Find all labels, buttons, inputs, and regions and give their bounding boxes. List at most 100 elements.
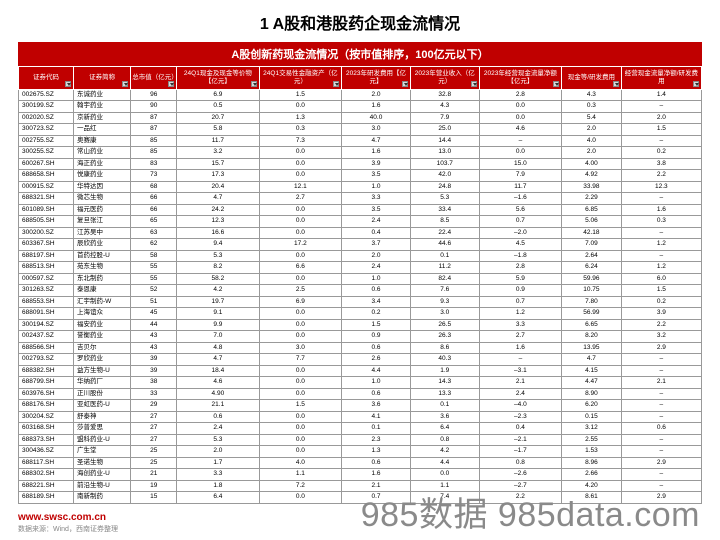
table-cell: 苑东生物 xyxy=(74,262,131,274)
table-cell: 4.7 xyxy=(177,354,260,366)
table-cell: 0.4 xyxy=(342,227,411,239)
table-cell: 0.3 xyxy=(621,216,701,228)
table-cell: 3.6 xyxy=(410,411,479,423)
table-cell: 0.0 xyxy=(479,112,562,124)
table-cell: 0.0 xyxy=(259,308,342,320)
table-cell: 1.9 xyxy=(410,365,479,377)
column-header[interactable]: 2023年经营现金流量净额【亿元】 xyxy=(479,67,562,90)
filter-dropdown-icon[interactable] xyxy=(693,81,699,87)
table-cell: 2.9 xyxy=(621,342,701,354)
table-row: 688799.SH华纳药厂384.60.01.014.32.14.472.1 xyxy=(19,377,702,389)
table-cell: 300255.SZ xyxy=(19,147,74,159)
table-cell: 4.8 xyxy=(177,342,260,354)
table-cell: 33 xyxy=(131,388,177,400)
filter-dropdown-icon[interactable] xyxy=(402,81,408,87)
table-cell: 2.64 xyxy=(562,250,622,262)
table-cell: –2.1 xyxy=(479,434,562,446)
table-cell: –2.0 xyxy=(479,227,562,239)
filter-dropdown-icon[interactable] xyxy=(613,81,619,87)
table-cell: 8.2 xyxy=(177,262,260,274)
table-cell: –2.6 xyxy=(479,469,562,481)
filter-dropdown-icon[interactable] xyxy=(122,81,128,87)
column-header[interactable]: 2023年研发费用【亿元】 xyxy=(342,67,411,90)
column-header[interactable]: 证券简称 xyxy=(74,67,131,90)
table-row: 688553.SH汇宇制药-W5119.76.93.49.30.77.800.2 xyxy=(19,296,702,308)
table-cell: 601089.SH xyxy=(19,204,74,216)
table-cell: 7.80 xyxy=(562,296,622,308)
table-cell: 1.5 xyxy=(342,319,411,331)
column-header[interactable]: 证券代码 xyxy=(19,67,74,90)
table-cell: 2.2 xyxy=(621,319,701,331)
table-cell: 1.7 xyxy=(177,457,260,469)
table-cell: – xyxy=(621,388,701,400)
filter-dropdown-icon[interactable] xyxy=(471,81,477,87)
table-cell: 4.47 xyxy=(562,377,622,389)
table-cell: – xyxy=(621,446,701,458)
table-cell: 16.6 xyxy=(177,227,260,239)
column-header[interactable]: 总市值（亿元） xyxy=(131,67,177,90)
table-cell: 0.0 xyxy=(259,204,342,216)
table-cell: 5.9 xyxy=(479,273,562,285)
table-cell: 1.3 xyxy=(342,446,411,458)
table-row: 000597.SZ东北制药5558.20.01.082.45.959.966.0 xyxy=(19,273,702,285)
filter-dropdown-icon[interactable] xyxy=(65,81,71,87)
table-row: 300199.SZ翰宇药业900.50.01.64.30.00.3– xyxy=(19,101,702,113)
table-row: 301263.SZ泰恩康524.22.50.67.60.910.751.5 xyxy=(19,285,702,297)
table-row: 002437.SZ誉衡药业437.00.00.926.32.78.203.2 xyxy=(19,331,702,343)
column-header[interactable]: 2023年营业收入（亿元） xyxy=(410,67,479,90)
table-cell: 87 xyxy=(131,112,177,124)
table-cell: 奥赛康 xyxy=(74,135,131,147)
column-header[interactable]: 现金等/研发费用 xyxy=(562,67,622,90)
table-cell: 44.6 xyxy=(410,239,479,251)
column-header[interactable]: 24Q1现金及现金等价物【亿元】 xyxy=(177,67,260,90)
table-cell: 江苏吴中 xyxy=(74,227,131,239)
column-header[interactable]: 经营现金流量净额/研发费用 xyxy=(621,67,701,90)
table-row: 603367.SH辰欣药业629.417.23.744.64.57.091.2 xyxy=(19,239,702,251)
table-cell: 0.0 xyxy=(259,446,342,458)
filter-dropdown-icon[interactable] xyxy=(553,81,559,87)
table-cell: 45 xyxy=(131,308,177,320)
table-cell: 7.7 xyxy=(259,354,342,366)
filter-dropdown-icon[interactable] xyxy=(251,81,257,87)
table-cell: 2.4 xyxy=(342,262,411,274)
filter-dropdown-icon[interactable] xyxy=(168,81,174,87)
table-cell: 4.4 xyxy=(342,365,411,377)
table-cell: 55 xyxy=(131,273,177,285)
table-cell: 27 xyxy=(131,434,177,446)
table-cell: – xyxy=(621,400,701,412)
table-cell: 82.4 xyxy=(410,273,479,285)
table-row: 300200.SZ江苏吴中6316.60.00.422.4–2.042.18– xyxy=(19,227,702,239)
table-row: 688373.SH盟科药业-U275.30.02.30.8–2.12.55– xyxy=(19,434,702,446)
table-cell: – xyxy=(621,354,701,366)
table-cell: –3.1 xyxy=(479,365,562,377)
table-cell: 0.9 xyxy=(479,285,562,297)
table-cell: 3.12 xyxy=(562,423,622,435)
table-cell: 83 xyxy=(131,158,177,170)
table-cell: 6.9 xyxy=(177,89,260,101)
table-cell: 22.4 xyxy=(410,227,479,239)
table-cell: 0.0 xyxy=(259,170,342,182)
table-cell: 2.1 xyxy=(479,377,562,389)
table-cell: 7.9 xyxy=(410,112,479,124)
table-cell: – xyxy=(621,469,701,481)
table-cell: –2.3 xyxy=(479,411,562,423)
table-cell: 1.6 xyxy=(621,204,701,216)
table-cell: 首药控股-U xyxy=(74,250,131,262)
table-cell: 42.18 xyxy=(562,227,622,239)
table-cell: 688221.SH xyxy=(19,480,74,492)
filter-dropdown-icon[interactable] xyxy=(333,81,339,87)
table-cell: –1.7 xyxy=(479,446,562,458)
table-cell: 2.66 xyxy=(562,469,622,481)
table-cell: 亚虹医药-U xyxy=(74,400,131,412)
table-cell: 6.9 xyxy=(259,296,342,308)
table-cell: 33.4 xyxy=(410,204,479,216)
table-cell: 4.6 xyxy=(479,124,562,136)
table-cell: 华纳药厂 xyxy=(74,377,131,389)
table-cell: 20.4 xyxy=(177,181,260,193)
table-cell: 4.0 xyxy=(259,457,342,469)
table-row: 688658.SH悦康药业7317.30.03.542.07.94.922.2 xyxy=(19,170,702,182)
table-cell: 000915.SZ xyxy=(19,181,74,193)
table-cell: – xyxy=(479,354,562,366)
column-header[interactable]: 24Q1交易性金融资产（亿元） xyxy=(259,67,342,90)
table-cell: 38 xyxy=(131,377,177,389)
